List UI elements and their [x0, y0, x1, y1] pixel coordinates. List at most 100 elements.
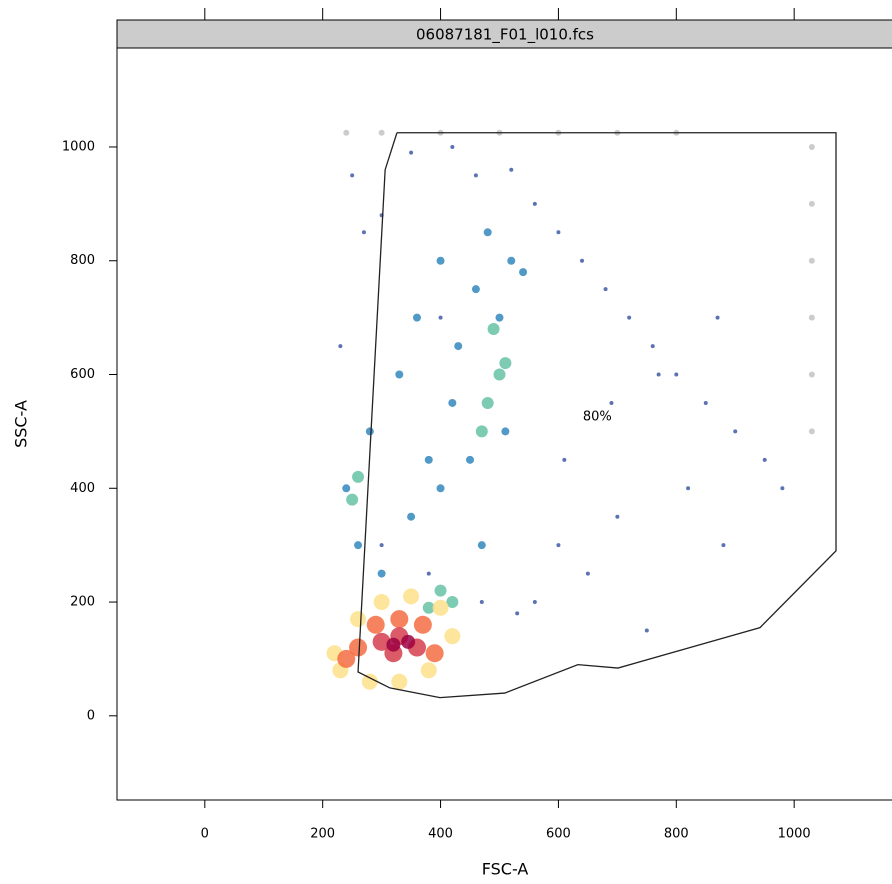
strip	[116, 19, 892, 49]
point	[585, 571, 590, 576]
point	[808, 257, 815, 264]
point	[519, 268, 528, 277]
point	[808, 371, 815, 378]
point	[361, 673, 378, 690]
point	[386, 637, 401, 652]
x-tick-label: 0	[201, 827, 209, 842]
point	[762, 457, 767, 462]
point	[343, 129, 350, 136]
point	[454, 342, 463, 351]
y-tick-label: 1000	[62, 139, 95, 154]
point	[395, 370, 404, 379]
point	[808, 200, 815, 207]
point	[615, 514, 620, 519]
point	[656, 372, 661, 377]
point	[562, 457, 567, 462]
point	[424, 455, 433, 464]
y-tick-label: 800	[70, 253, 95, 268]
point	[361, 230, 366, 235]
point	[715, 315, 720, 320]
point	[532, 201, 537, 206]
point	[733, 429, 738, 434]
point	[349, 638, 368, 657]
point	[409, 150, 414, 155]
y-tick-label: 0	[87, 708, 95, 723]
point	[495, 313, 504, 322]
point	[532, 600, 537, 605]
point	[475, 425, 488, 438]
point	[342, 484, 351, 493]
point	[507, 256, 516, 265]
annotation: 80%	[583, 410, 612, 425]
point	[337, 649, 356, 668]
x-tick-label: 800	[664, 827, 689, 842]
point	[390, 610, 409, 629]
y-tick-label: 400	[70, 481, 95, 496]
point	[350, 611, 367, 628]
point	[556, 230, 561, 235]
point	[808, 143, 815, 150]
point	[373, 594, 390, 611]
y-axis-label: SSC-A	[12, 400, 31, 448]
x-tick-label: 200	[310, 827, 335, 842]
point	[446, 596, 459, 609]
point	[471, 285, 480, 294]
point	[412, 313, 421, 322]
point	[483, 228, 492, 237]
point	[609, 400, 614, 405]
y-tick-label: 600	[70, 367, 95, 382]
point	[556, 543, 561, 548]
point	[477, 541, 486, 550]
point	[466, 455, 475, 464]
point	[627, 315, 632, 320]
point	[501, 427, 510, 436]
point	[434, 584, 447, 597]
point	[403, 588, 420, 605]
point	[650, 344, 655, 349]
point	[372, 632, 391, 651]
point	[346, 493, 359, 506]
y-tick-label: 200	[70, 595, 95, 610]
point	[473, 173, 478, 178]
point	[448, 398, 457, 407]
point	[420, 662, 437, 679]
x-tick-label: 1000	[778, 827, 811, 842]
gate	[357, 132, 837, 699]
point	[426, 571, 431, 576]
point	[432, 599, 449, 616]
point	[350, 173, 355, 178]
point	[366, 615, 385, 634]
point	[436, 256, 445, 265]
point	[499, 357, 512, 370]
point	[352, 470, 365, 483]
point	[674, 372, 679, 377]
point	[808, 314, 815, 321]
point	[479, 600, 484, 605]
point	[493, 368, 506, 381]
point	[338, 344, 343, 349]
point	[450, 144, 455, 149]
chart-title: 06087181_F01_l010.fcs	[416, 26, 594, 45]
point	[436, 484, 445, 493]
point	[413, 615, 432, 634]
point	[808, 428, 815, 435]
point	[644, 628, 649, 633]
point	[401, 634, 416, 649]
plot-area	[116, 47, 892, 801]
point	[377, 569, 386, 578]
point	[515, 611, 520, 616]
point	[425, 644, 444, 663]
point	[438, 315, 443, 320]
point	[407, 512, 416, 521]
point	[378, 129, 385, 136]
point	[391, 673, 408, 690]
point	[481, 396, 494, 409]
point	[422, 601, 435, 614]
point	[686, 486, 691, 491]
point	[487, 323, 500, 336]
point	[509, 167, 514, 172]
x-tick-label: 600	[546, 827, 571, 842]
point	[379, 543, 384, 548]
